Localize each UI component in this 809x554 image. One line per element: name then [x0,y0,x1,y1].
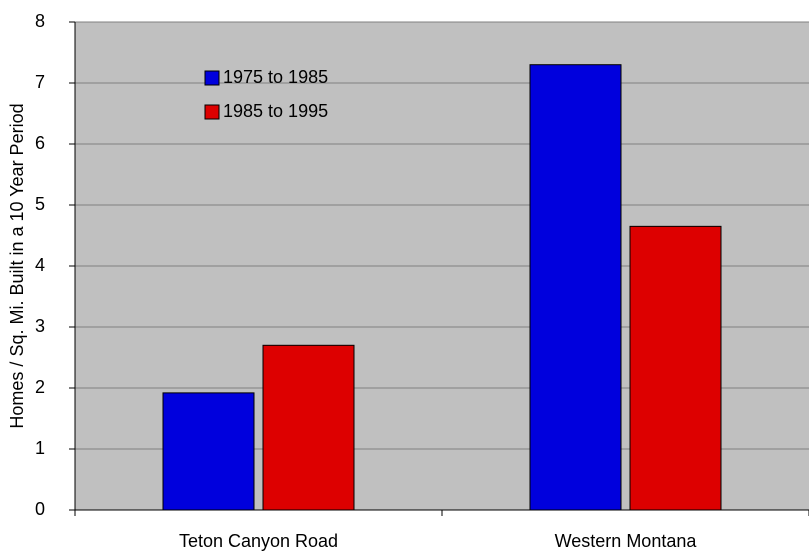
bar [629,225,722,511]
y-tick-label: 4 [35,255,45,275]
x-tick-label: Teton Canyon Road [179,531,338,551]
legend-label: 1975 to 1985 [223,67,328,87]
legend-label: 1985 to 1995 [223,101,328,121]
bar [262,344,355,511]
y-axis-label: Homes / Sq. Mi. Built in a 10 Year Perio… [7,103,27,428]
y-tick-label: 8 [35,11,45,31]
x-tick-label: Western Montana [555,531,698,551]
y-tick-label: 0 [35,499,45,519]
bar [162,392,255,511]
y-tick-label: 5 [35,194,45,214]
y-tick-label: 7 [35,72,45,92]
legend-swatch [204,70,220,86]
y-tick-label: 2 [35,377,45,397]
legend-swatch [204,104,220,120]
bar [529,64,622,511]
y-tick-label: 3 [35,316,45,336]
y-tick-label: 6 [35,133,45,153]
y-tick-label: 1 [35,438,45,458]
